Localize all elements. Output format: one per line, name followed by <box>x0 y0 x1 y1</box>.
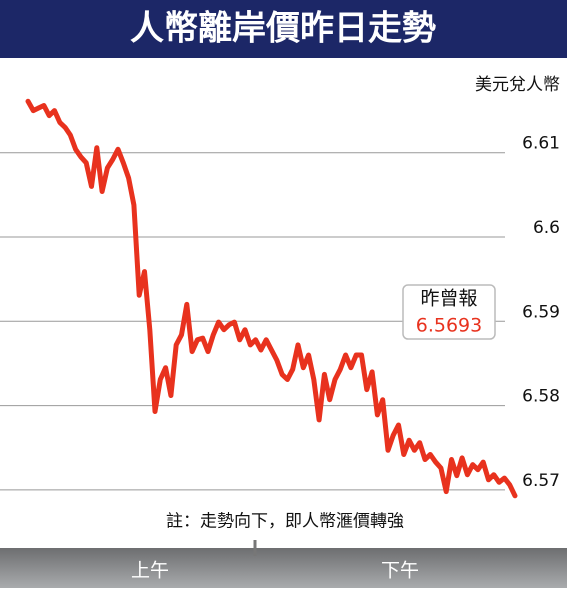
y-tick-label: 6.57 <box>522 471 560 491</box>
x-axis-label: 下午 <box>381 560 419 582</box>
y-axis-label: 美元兌人幣 <box>475 75 560 95</box>
x-axis-strip <box>0 548 567 588</box>
y-tick-label: 6.59 <box>522 302 560 322</box>
annotation-value: 6.5693 <box>416 315 482 337</box>
title-bar <box>0 0 567 58</box>
annotation-box <box>402 284 496 340</box>
y-tick-label: 6.61 <box>522 134 560 154</box>
annotation-label: 昨曾報 <box>420 288 477 310</box>
chart-title: 人幣離岸價昨日走勢 <box>130 9 436 49</box>
note: 註：走勢向下，即人幣滙價轉強 <box>166 512 404 532</box>
price-line <box>25 98 518 499</box>
x-axis-label: 上午 <box>131 560 169 582</box>
y-tick-label: 6.6 <box>533 218 560 238</box>
y-tick-label: 6.58 <box>522 387 560 407</box>
